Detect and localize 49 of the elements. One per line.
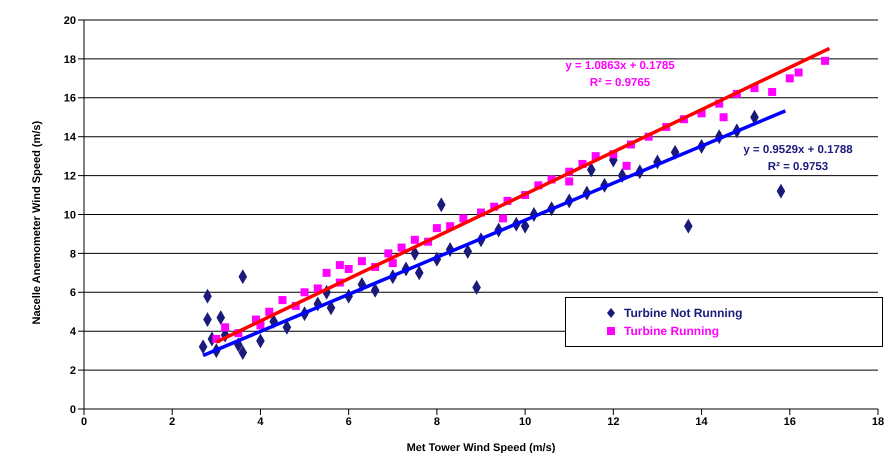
point [344, 264, 353, 273]
point [768, 88, 776, 96]
annotation: R² = 0.9765 [588, 77, 652, 89]
point [432, 224, 441, 232]
point [499, 214, 508, 222]
point [821, 56, 830, 65]
point [565, 177, 574, 186]
annotation: y = 0.9529x + 0.1788 [742, 144, 854, 156]
x-tick-label: 8 [434, 416, 440, 428]
x-tick-label: 14 [695, 416, 709, 428]
point [388, 259, 397, 268]
point [322, 268, 331, 277]
point [786, 74, 794, 82]
point [622, 162, 631, 170]
point [221, 323, 230, 332]
x-axis-title: Met Tower Wind Speed (m/s) [406, 442, 556, 454]
y-tick-label: 14 [64, 132, 77, 144]
point [278, 296, 286, 304]
y-tick-label: 8 [70, 248, 76, 260]
x-tick-label: 2 [169, 416, 176, 428]
y-axis-title: Nacelle Anemometer Wind Speed (m/s) [30, 120, 43, 324]
x-tick-label: 12 [607, 416, 620, 428]
x-tick-label: 10 [518, 416, 532, 428]
point [384, 249, 392, 258]
point [358, 257, 366, 266]
y-tick-label: 4 [70, 326, 77, 338]
point [336, 261, 344, 270]
legend-label: Turbine Running [624, 324, 720, 338]
y-tick-label: 20 [64, 14, 76, 27]
annotation: y = 1.0863x + 0.1785 [564, 60, 676, 72]
y-tick-label: 12 [64, 170, 76, 183]
x-tick-label: 0 [80, 416, 88, 428]
y-tick-label: 18 [64, 54, 76, 66]
x-tick-label: 18 [872, 416, 884, 428]
y-tick-label: 6 [70, 287, 76, 300]
point [794, 68, 803, 77]
point [720, 113, 728, 122]
x-tick-label: 16 [784, 416, 796, 428]
point [398, 244, 406, 252]
y-tick-label: 2 [70, 365, 76, 378]
y-tick-label: 10 [64, 209, 76, 222]
x-tick-label: 4 [257, 416, 264, 428]
y-tick-label: 16 [64, 92, 76, 105]
annotation: R² = 0.9753 [766, 161, 830, 173]
point [410, 236, 419, 244]
point [300, 288, 309, 296]
x-tick-label: 6 [346, 416, 352, 428]
y-tick-label: 0 [70, 404, 76, 416]
legend-label: Turbine Not Running [624, 306, 742, 320]
